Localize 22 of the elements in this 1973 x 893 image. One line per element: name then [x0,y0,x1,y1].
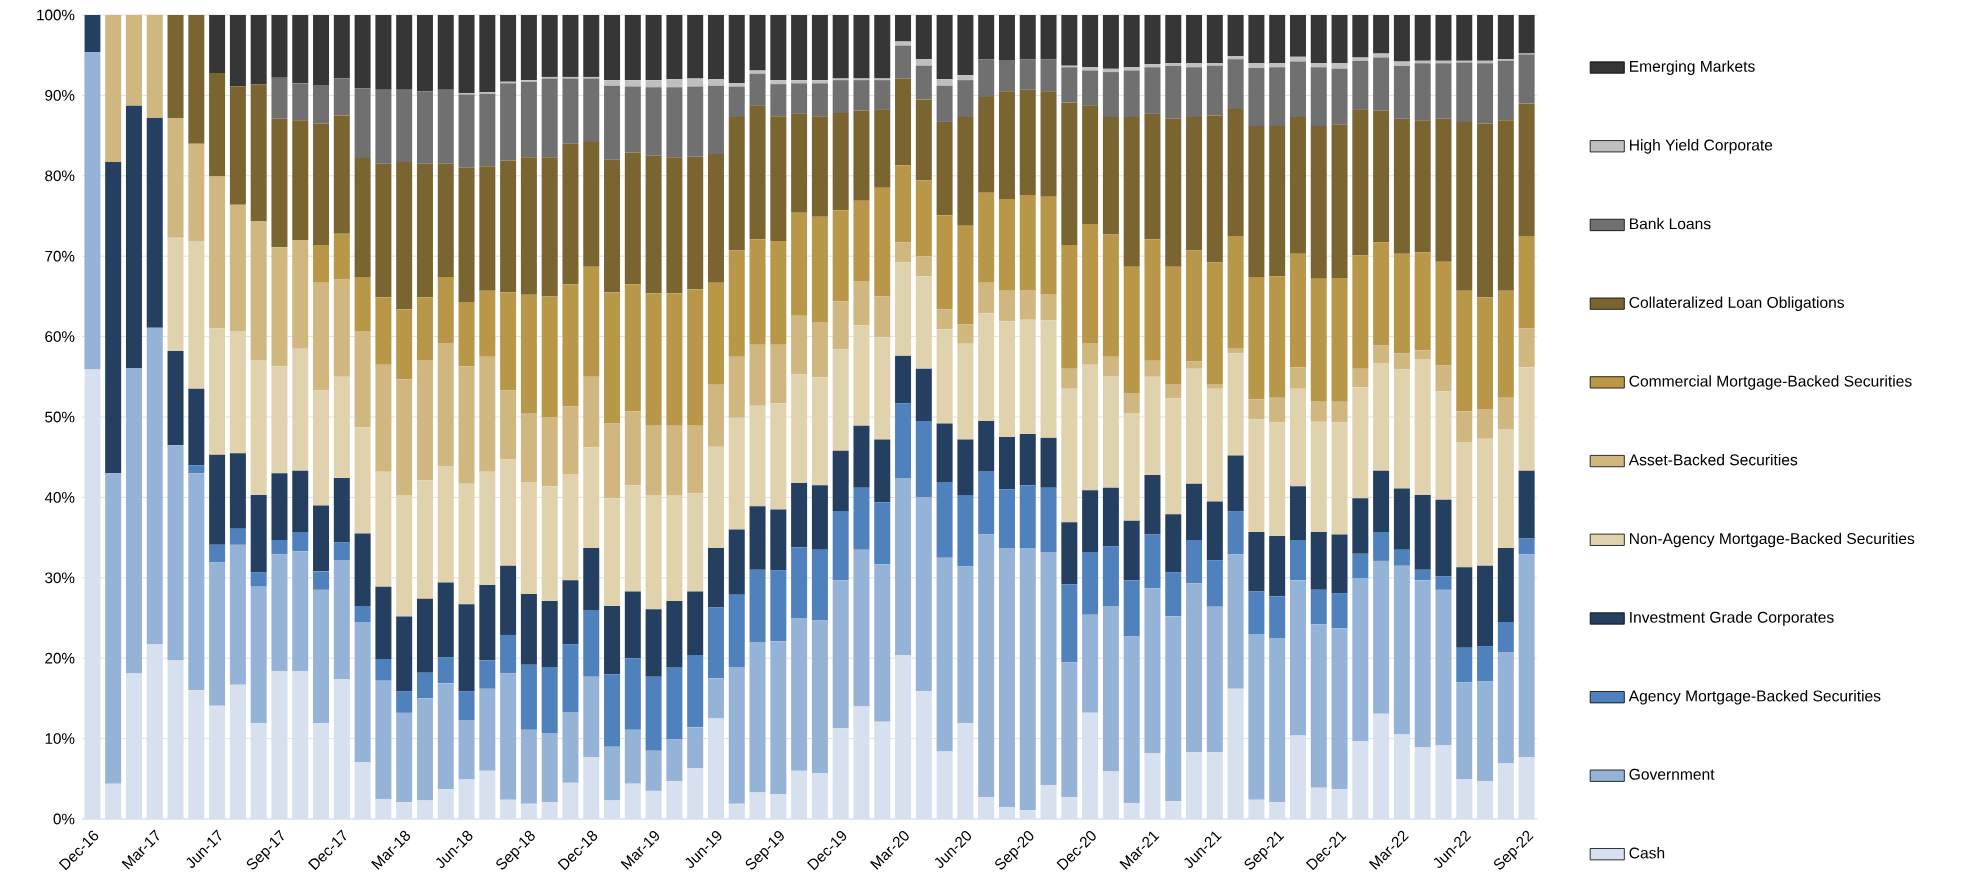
y-tick-label: 50% [45,411,75,423]
legend-label: Cash [1629,847,1665,859]
legend-label: Agency Mortgage-Backed Securities [1628,690,1881,705]
y-tick-label: 70% [45,250,75,262]
legend-label: Government [1629,768,1715,780]
legend-label: High Yield Corporate [1630,139,1773,154]
y-tick-label: 100% [37,9,75,21]
legend-label: Investment Grade Corporates [1630,611,1834,626]
y-tick-label: 80% [45,170,75,182]
y-tick-label: 10% [45,733,75,744]
legend-label: Bank Loans [1630,217,1711,230]
y-tick-label: 60% [45,331,75,342]
y-tick-label: 90% [45,89,75,101]
legend-label: Non-Agency Mortgage-Backed Securities [1630,532,1915,548]
y-tick-label: 40% [44,492,75,503]
legend-label: Emerging Markets [1630,60,1755,75]
y-tick-label: 0% [53,813,75,825]
legend-label: Commercial Mortgage-Backed Securities [1629,375,1912,390]
legend-label: Collateralized Loan Obligations [1629,296,1845,312]
y-tick-label: 30% [45,572,75,584]
legend-label: Asset-Backed Securities [1628,453,1798,466]
y-tick-label: 20% [45,652,75,664]
